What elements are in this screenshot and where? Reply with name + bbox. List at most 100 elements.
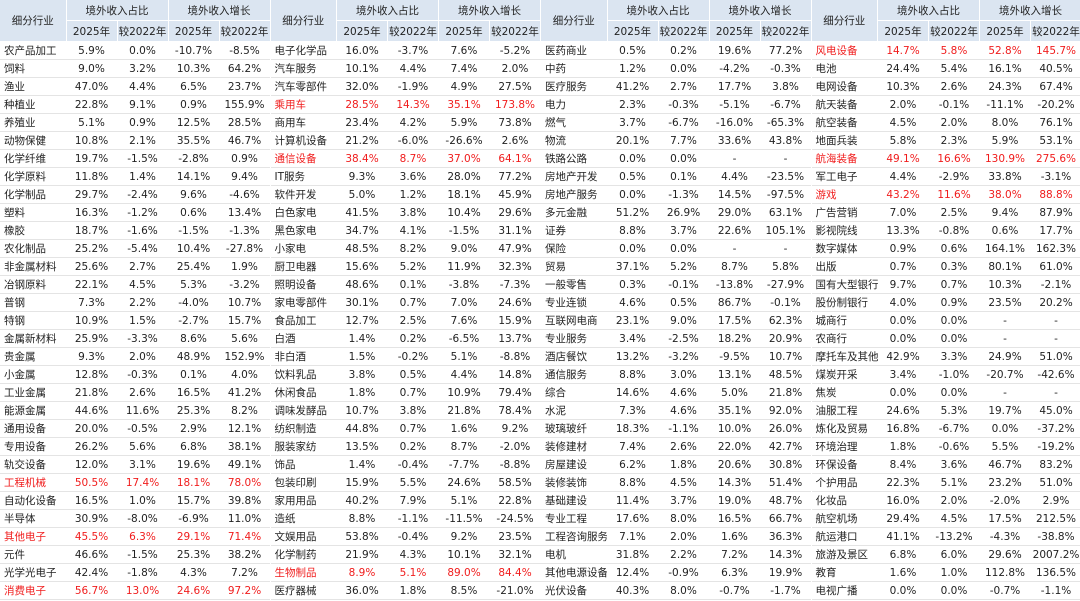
table-row: 装修装饰 8.8% 4.5% 14.3% 51.4% xyxy=(541,473,811,492)
value-cell: 1.5% xyxy=(336,347,388,366)
value-cell: 0.3% xyxy=(607,275,658,294)
value-cell: 87.9% xyxy=(1030,203,1080,222)
value-cell: 46.6% xyxy=(66,545,117,564)
value-cell: -27.8% xyxy=(219,239,270,258)
value-cell: 2.5% xyxy=(387,311,439,330)
value-cell: 30.1% xyxy=(336,293,388,312)
value-cell: 6.2% xyxy=(607,455,658,474)
value-cell: 0.6% xyxy=(979,221,1031,240)
table-row: 非金属材料 25.6% 2.7% 25.4% 1.9% xyxy=(0,257,270,276)
value-cell: 5.8% xyxy=(877,131,929,150)
value-cell: 7.4% xyxy=(607,437,658,456)
table-row: 软件开发 5.0% 1.2% 18.1% 45.9% xyxy=(270,185,541,204)
value-cell: -6.7% xyxy=(760,95,811,114)
value-cell: 5.8% xyxy=(928,41,980,60)
table-row: 一般零售 0.3% -0.1% -13.8% -27.9% xyxy=(541,275,811,294)
header-cell: 2025年 xyxy=(709,20,761,42)
table-row: 电子化学品 16.0% -3.7% 7.6% -5.2% xyxy=(270,41,541,60)
header-row: 细分行业 境外收入占比 境外收入增长 xyxy=(0,0,271,42)
value-cell: 4.1% xyxy=(387,221,439,240)
industry-name: 塑料 xyxy=(0,203,66,222)
header-cell: 较2022年 xyxy=(489,20,541,42)
table-row: 专业工程 17.6% 8.0% 16.5% 66.7% xyxy=(541,509,811,528)
value-cell: 51.0% xyxy=(1030,347,1080,366)
industry-name: 通信服务 xyxy=(541,365,607,384)
header-cell: 境外收入增长 xyxy=(709,0,812,21)
value-cell: 4.6% xyxy=(658,401,709,420)
value-cell: 20.1% xyxy=(607,131,658,150)
value-cell: -13.8% xyxy=(709,275,760,294)
industry-name: 航空装备 xyxy=(811,113,878,132)
value-cell: 66.7% xyxy=(760,509,811,528)
value-cell: 24.4% xyxy=(877,59,929,78)
value-cell: 16.1% xyxy=(979,59,1031,78)
value-cell: -11.5% xyxy=(438,509,490,528)
value-cell: 77.2% xyxy=(489,167,541,186)
value-cell: 50.5% xyxy=(66,473,117,492)
value-cell: 62.3% xyxy=(760,311,811,330)
table-row: 工程机械 50.5% 17.4% 18.1% 78.0% xyxy=(0,473,270,492)
value-cell: - xyxy=(979,311,1031,330)
value-cell: -1.3% xyxy=(658,185,709,204)
industry-name: 软件开发 xyxy=(270,185,337,204)
industry-name: 通信设备 xyxy=(270,149,337,168)
header-cell: 细分行业 xyxy=(811,0,878,42)
value-cell: 7.0% xyxy=(438,293,490,312)
table-row: 特钢 10.9% 1.5% -2.7% 15.7% xyxy=(0,311,270,330)
value-cell: 0.9% xyxy=(877,239,929,258)
industry-name: 物流 xyxy=(541,131,607,150)
value-cell: -2.0% xyxy=(489,437,541,456)
table-row: 风电设备 14.7% 5.8% 52.8% 145.7% xyxy=(811,41,1080,60)
value-cell: 25.3% xyxy=(168,545,219,564)
value-cell: 78.0% xyxy=(219,473,270,492)
industry-name: 饰品 xyxy=(270,455,337,474)
value-cell: 5.3% xyxy=(928,401,980,420)
industry-name: 航天装备 xyxy=(811,95,878,114)
industry-name: 房屋建设 xyxy=(541,455,607,474)
value-cell: 47.0% xyxy=(66,77,117,96)
value-cell: -6.0% xyxy=(387,131,439,150)
table-row: 其他电子 45.5% 6.3% 29.1% 71.4% xyxy=(0,527,270,546)
value-cell: 2.0% xyxy=(489,59,541,78)
value-cell: 25.3% xyxy=(168,401,219,420)
value-cell: 22.3% xyxy=(877,473,929,492)
value-cell: -42.6% xyxy=(1030,365,1080,384)
value-cell: 64.2% xyxy=(219,59,270,78)
table-row: 照明设备 48.6% 0.1% -3.8% -7.3% xyxy=(270,275,541,294)
value-cell: 8.7% xyxy=(387,149,439,168)
value-cell: 21.8% xyxy=(438,401,490,420)
value-cell: 3.8% xyxy=(387,203,439,222)
value-cell: 15.7% xyxy=(219,311,270,330)
value-cell: 47.9% xyxy=(489,239,541,258)
table-row: 油服工程 24.6% 5.3% 19.7% 45.0% xyxy=(811,401,1080,420)
value-cell: - xyxy=(709,239,760,258)
value-cell: 0.0% xyxy=(979,419,1031,438)
table-row: 电视广播 0.0% 0.0% -0.7% -1.1% xyxy=(811,581,1080,600)
value-cell: 40.5% xyxy=(1030,59,1080,78)
industry-name: 普钢 xyxy=(0,293,66,312)
value-cell: 2.0% xyxy=(928,113,980,132)
table-row: 医疗器械 36.0% 1.8% 8.5% -21.0% xyxy=(270,581,541,600)
value-cell: -0.3% xyxy=(117,365,168,384)
value-cell: 8.6% xyxy=(168,329,219,348)
industry-name: 元件 xyxy=(0,545,66,564)
value-cell: 12.7% xyxy=(336,311,388,330)
value-cell: 4.5% xyxy=(877,113,929,132)
value-cell: 24.3% xyxy=(979,77,1031,96)
table-row: 专用设备 26.2% 5.6% 6.8% 38.1% xyxy=(0,437,270,456)
value-cell: -0.7% xyxy=(709,581,760,600)
value-cell: 5.2% xyxy=(658,257,709,276)
header-cell: 境外收入增长 xyxy=(168,0,271,21)
header-cell: 境外收入占比 xyxy=(607,0,710,21)
table-row: 多元金融 51.2% 26.9% 29.0% 63.1% xyxy=(541,203,811,222)
industry-name: 铁路公路 xyxy=(541,149,607,168)
industry-name: 橡胶 xyxy=(0,221,66,240)
industry-name: 城商行 xyxy=(811,311,878,330)
value-cell: 41.2% xyxy=(607,77,658,96)
value-cell: 16.0% xyxy=(877,491,929,510)
value-cell: 0.9% xyxy=(219,149,270,168)
value-cell: 76.1% xyxy=(1030,113,1080,132)
table-row: 橡胶 18.7% -1.6% -1.5% -1.3% xyxy=(0,221,270,240)
value-cell: 4.0% xyxy=(219,365,270,384)
industry-name: 半导体 xyxy=(0,509,66,528)
